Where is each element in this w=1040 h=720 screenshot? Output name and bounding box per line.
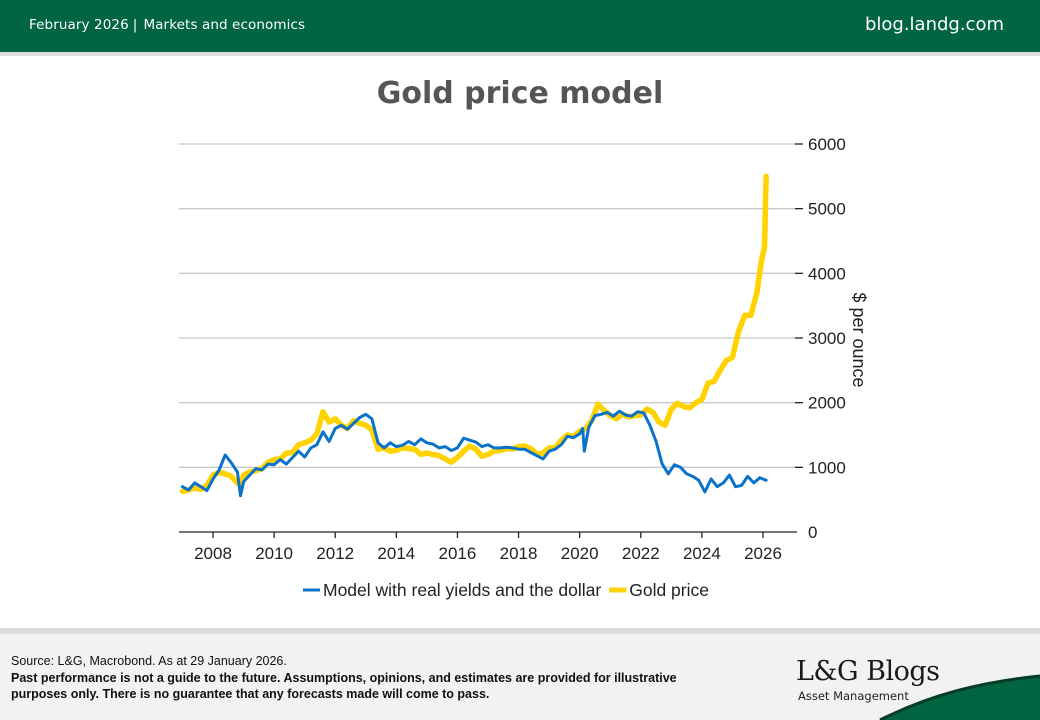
logo-title: L&G Blogs bbox=[796, 656, 940, 687]
disclaimer: Past performance is not a guide to the f… bbox=[11, 671, 677, 701]
x-tick-label: 2008 bbox=[194, 544, 232, 563]
chart: 0 1000 2000 3000 4000 5000 6000 2008 2010 2012 201… bbox=[179, 135, 869, 600]
x-tick-label: 2016 bbox=[439, 544, 477, 563]
y-tick-label: 5000 bbox=[808, 200, 846, 219]
header-meta: February 2026 | Markets and economics bbox=[29, 17, 305, 33]
footer: Source: L&G, Macrobond. As at 29 January… bbox=[0, 628, 1040, 720]
header-divider bbox=[0, 52, 1040, 56]
x-tick-label: 2012 bbox=[316, 544, 354, 563]
legend-label: Gold price bbox=[629, 580, 709, 600]
legend-label: Model with real yields and the dollar bbox=[323, 580, 601, 600]
model-series-line bbox=[180, 409, 768, 498]
x-tick-label: 2026 bbox=[744, 544, 782, 563]
x-tick-label: 2020 bbox=[561, 544, 599, 563]
logo-swoosh bbox=[879, 674, 1040, 720]
source-note: Source: L&G, Macrobond. As at 29 January… bbox=[11, 654, 287, 668]
header-separator: | bbox=[132, 17, 138, 33]
header-category[interactable]: Markets and economics bbox=[143, 17, 306, 33]
top-banner: February 2026 | Markets and economics blog… bbox=[0, 0, 1040, 52]
header-date: February 2026 bbox=[29, 17, 129, 33]
x-tick-label: 2010 bbox=[255, 544, 293, 563]
y-tick-label: 1000 bbox=[808, 458, 846, 477]
y-tick-label: 0 bbox=[808, 523, 817, 542]
gold-price-series-line bbox=[179, 173, 769, 495]
y-tick-label: 4000 bbox=[808, 264, 846, 283]
logo-subtitle: Asset Management bbox=[798, 689, 909, 703]
site-link[interactable]: blog.landg.com bbox=[864, 14, 1004, 35]
y-axis-label: $ per ounce bbox=[849, 292, 869, 387]
swoosh-edge bbox=[879, 674, 1040, 720]
y-tick-label: 3000 bbox=[808, 329, 846, 348]
x-tick-label: 2014 bbox=[377, 544, 415, 563]
y-tick-label: 2000 bbox=[808, 394, 846, 413]
y-tick-label: 6000 bbox=[808, 135, 846, 154]
x-tick-label: 2018 bbox=[500, 544, 538, 563]
swoosh-fill bbox=[880, 676, 1040, 720]
chart-title: Gold price model bbox=[376, 76, 664, 111]
x-tick-label: 2022 bbox=[622, 544, 660, 563]
x-tick-label: 2024 bbox=[683, 544, 721, 563]
